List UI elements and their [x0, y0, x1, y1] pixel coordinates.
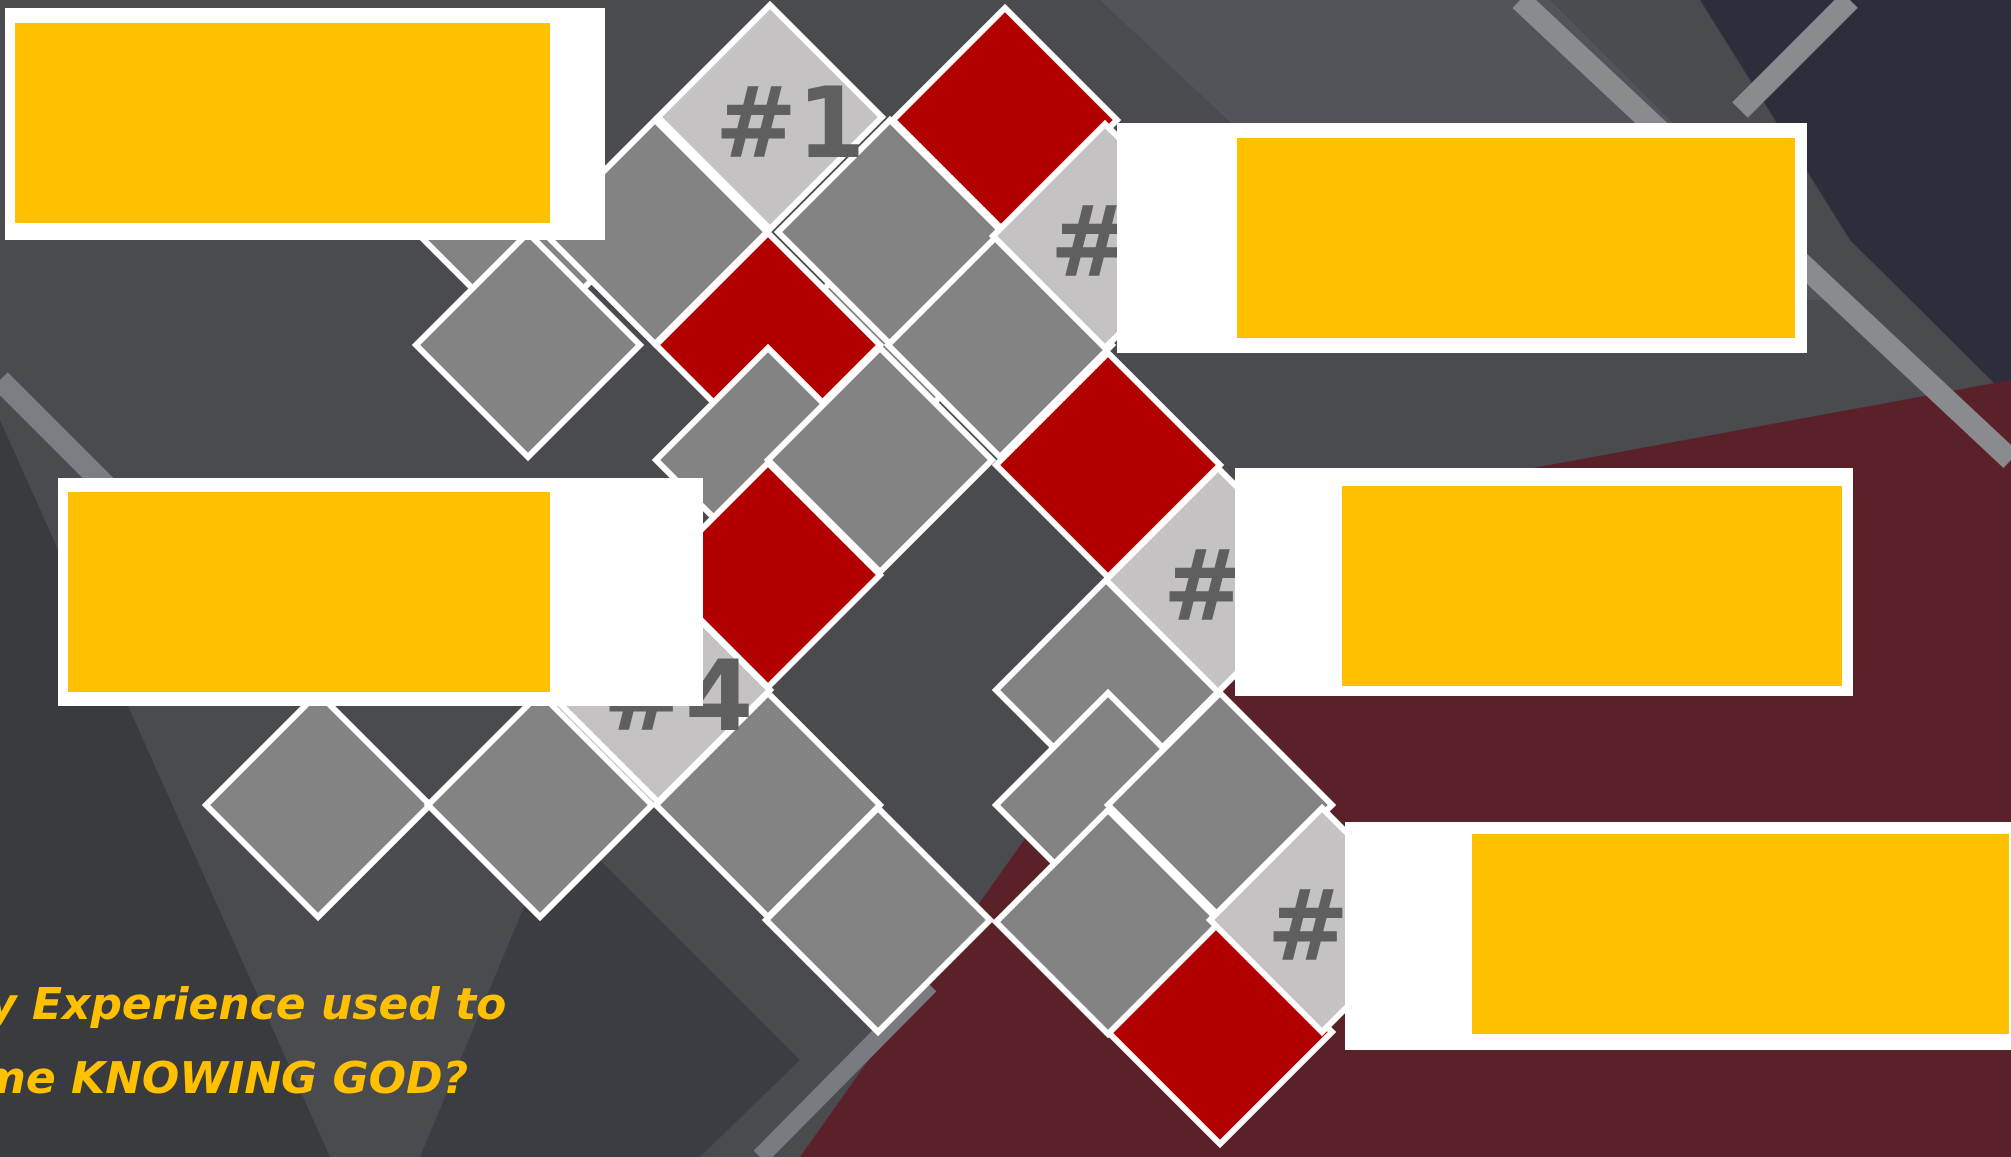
answer-box-4[interactable]: [68, 492, 550, 692]
bg-dark-top-right-panel: [1700, 0, 2011, 400]
bg-dark-bottom-panel: [420, 820, 800, 1157]
number-label-1: #1: [715, 67, 865, 181]
bg-stripe-2: [1732, 0, 1858, 118]
gray-tile-18: [201, 688, 435, 922]
gray-tile-3: [411, 228, 645, 462]
answer-card-4: [58, 478, 703, 706]
answer-box-2[interactable]: [1237, 138, 1795, 338]
gray-tile-17: [991, 805, 1225, 1039]
answer-box-1[interactable]: [15, 23, 550, 223]
gray-tile-21: [761, 803, 995, 1037]
answer-card-5: [1345, 822, 2011, 1050]
question-caption: y Experience used to me KNOWING GOD?: [0, 968, 506, 1116]
answer-box-5[interactable]: [1472, 834, 2009, 1034]
answer-card-3: [1235, 468, 1853, 696]
caption-line-1: y Experience used to: [0, 979, 507, 1030]
answer-box-3[interactable]: [1342, 486, 1842, 686]
number-tile-1: [653, 0, 887, 234]
gray-tile-19: [423, 688, 657, 922]
bg-stripe-4: [753, 978, 937, 1157]
caption-line-2: me KNOWING GOD?: [0, 1053, 469, 1104]
answer-card-1: [5, 8, 605, 240]
answer-card-2: [1117, 123, 1807, 353]
gray-tile-8: [763, 343, 997, 577]
